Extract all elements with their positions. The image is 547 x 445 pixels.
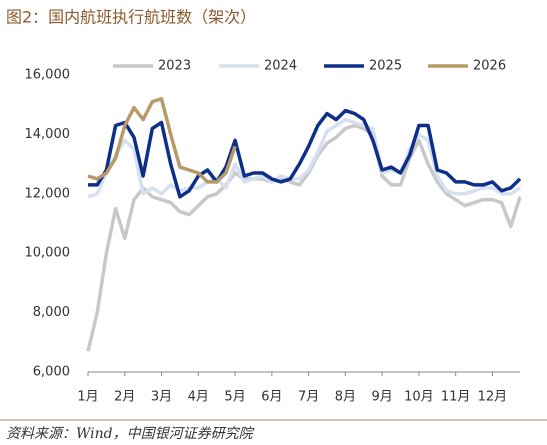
series-line: [87, 97, 237, 184]
legend-label: 2026: [473, 59, 506, 74]
y-tick-label: 8,000: [33, 305, 70, 320]
x-tick-label: 2月: [114, 390, 135, 405]
x-tick-label: 6月: [261, 390, 282, 405]
x-tick-label: 5月: [224, 390, 245, 405]
y-tick-label: 12,000: [25, 186, 71, 201]
x-tick-label: 4月: [188, 390, 209, 405]
chart-title: 图2：国内航班执行航班数（架次）: [6, 8, 256, 27]
series-line: [87, 117, 521, 199]
legend-label: 2025: [369, 59, 402, 74]
y-tick-label: 14,000: [25, 127, 71, 142]
legend-label: 2023: [158, 59, 191, 74]
series-line: [88, 108, 522, 199]
x-tick-label: 7月: [298, 390, 319, 405]
y-tick-label: 6,000: [33, 365, 70, 380]
series-line: [86, 123, 522, 352]
x-tick-label: 8月: [335, 390, 356, 405]
source-note: 资料来源：Wind，中国银河证券研究院: [6, 426, 255, 442]
x-tick-label: 1月: [77, 390, 98, 405]
x-tick-label: 10月: [404, 390, 434, 405]
y-tick-label: 16,000: [25, 68, 71, 83]
x-tick-label: 11月: [441, 390, 471, 405]
x-tick-label: 12月: [478, 390, 508, 405]
x-tick-label: 9月: [371, 390, 392, 405]
x-tick-label: 3月: [151, 390, 172, 405]
y-tick-label: 10,000: [25, 246, 71, 261]
legend-label: 2024: [264, 59, 297, 74]
